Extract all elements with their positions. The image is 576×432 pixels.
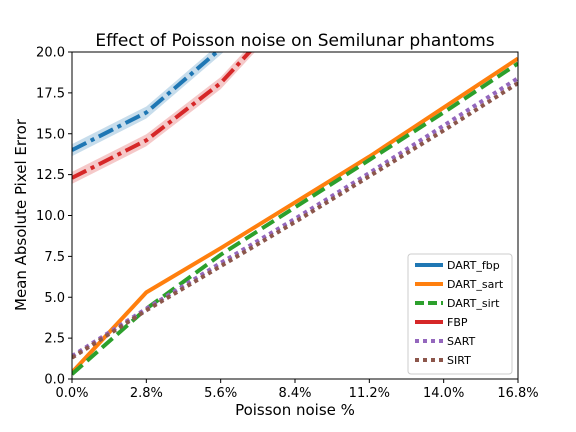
x-tick-label: 2.8% — [130, 386, 163, 401]
y-tick-label: 20.0 — [36, 46, 65, 61]
series-line-FBP — [72, 52, 253, 180]
x-tick-label: 8.4% — [278, 386, 311, 401]
y-axis: 0.0 2.5 5.0 7.5 10.0 12.5 15.0 17.5 20.0 — [36, 46, 72, 388]
y-tick-label: 2.5 — [44, 332, 65, 347]
x-tick-label: 16.8% — [497, 386, 538, 401]
x-tick-label: 5.6% — [204, 386, 237, 401]
x-tick-label: 11.2% — [349, 386, 390, 401]
legend-label: DART_sart — [447, 278, 504, 291]
series-line-DART_fbp — [72, 52, 220, 152]
y-tick-label: 7.5 — [44, 250, 65, 265]
y-tick-label: 12.5 — [36, 168, 65, 183]
y-tick-label: 17.5 — [36, 86, 65, 101]
x-tick-label: 0.0% — [55, 386, 88, 401]
series-line-DART_sart — [72, 56, 518, 374]
legend-label: SART — [447, 335, 476, 348]
x-tick-label: 14.0% — [423, 386, 464, 401]
legend-label: SIRT — [447, 354, 471, 367]
y-axis-label: Mean Absolute Pixel Error — [12, 118, 30, 311]
x-axis: 0.0% 2.8% 5.6% 8.4% 11.2% 14.0% 16.8% — [55, 379, 539, 401]
y-tick-label: 10.0 — [36, 209, 65, 224]
x-axis-label: Poisson noise % — [235, 401, 355, 419]
legend: DART_fbp DART_sart DART_sirt FBP SART SIRT — [407, 253, 513, 375]
chart-title: Effect of Poisson noise on Semilunar pha… — [95, 31, 494, 51]
legend-label: FBP — [447, 316, 468, 329]
series-line-SIRT — [72, 81, 518, 360]
y-tick-label: 0.0 — [44, 373, 65, 388]
y-tick-label: 5.0 — [44, 291, 65, 306]
legend-label: DART_sirt — [447, 297, 500, 310]
y-tick-label: 15.0 — [36, 127, 65, 142]
series-band-FBP — [72, 52, 256, 184]
legend-label: DART_fbp — [447, 259, 500, 272]
series-layer — [72, 52, 518, 376]
